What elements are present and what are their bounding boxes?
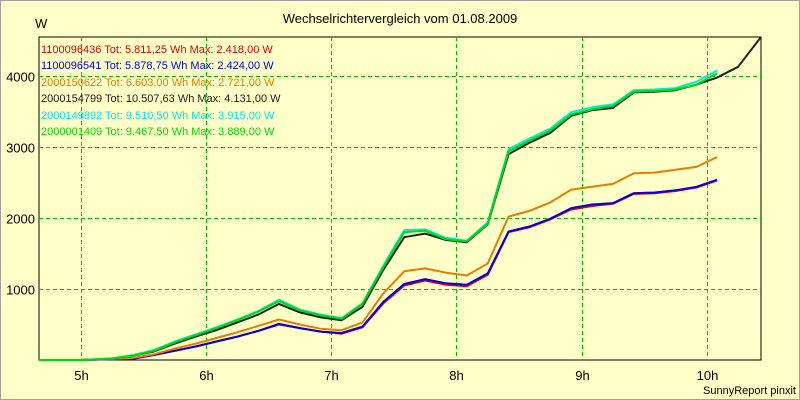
legend-entry: 2000154799 Tot: 10.507,63 Wh Max: 4.131,…: [41, 93, 281, 106]
legend-entry: 2000150622 Tot: 6.603,00 Wh Max: 2.721,0…: [41, 76, 275, 89]
y-tick-label: 1000: [6, 283, 35, 298]
x-tick-label: 6h: [199, 368, 213, 383]
x-tick-label: 5h: [74, 368, 88, 383]
legend-entry: 2000001409 Tot: 9.467,50 Wh Max: 3.889,0…: [41, 126, 275, 139]
series-line-2000150622: [39, 156, 718, 361]
series-line-1100096436: [39, 179, 718, 361]
series-line-2000001409: [39, 72, 718, 361]
y-axis-ticks: 1000 2000 3000 4000: [6, 70, 35, 298]
y-axis-unit: W: [35, 16, 48, 31]
legend-entry: 1100096436 Tot: 5.811,25 Wh Max: 2.418,0…: [41, 44, 273, 56]
legend-entry: 2000149892 Tot: 9.510,50 Wh Max: 3.915,0…: [41, 109, 275, 122]
y-tick-label: 3000: [6, 141, 35, 156]
legend-entry: 1100096541 Tot: 5.878,75 Wh Max: 2.424,0…: [41, 60, 274, 73]
series-line-1100096541: [39, 178, 718, 361]
footer-credit: SunnyReport pinxit: [703, 385, 796, 397]
x-tick-label: 7h: [324, 368, 338, 383]
y-tick-label: 4000: [6, 70, 35, 85]
plot-area: [38, 36, 762, 361]
x-tick-label: 9h: [575, 368, 589, 383]
series-lines: [39, 36, 762, 361]
chart-title: Wechselrichtervergleich vom 01.08.2009: [282, 11, 518, 26]
x-tick-label: 10h: [697, 368, 719, 383]
x-axis-ticks: 5h 6h 7h 8h 9h 10h: [74, 368, 718, 383]
legend: 1100096436 Tot: 5.811,25 Wh Max: 2.418,0…: [41, 42, 281, 140]
x-tick-label: 8h: [449, 368, 463, 383]
y-tick-label: 2000: [6, 212, 35, 227]
